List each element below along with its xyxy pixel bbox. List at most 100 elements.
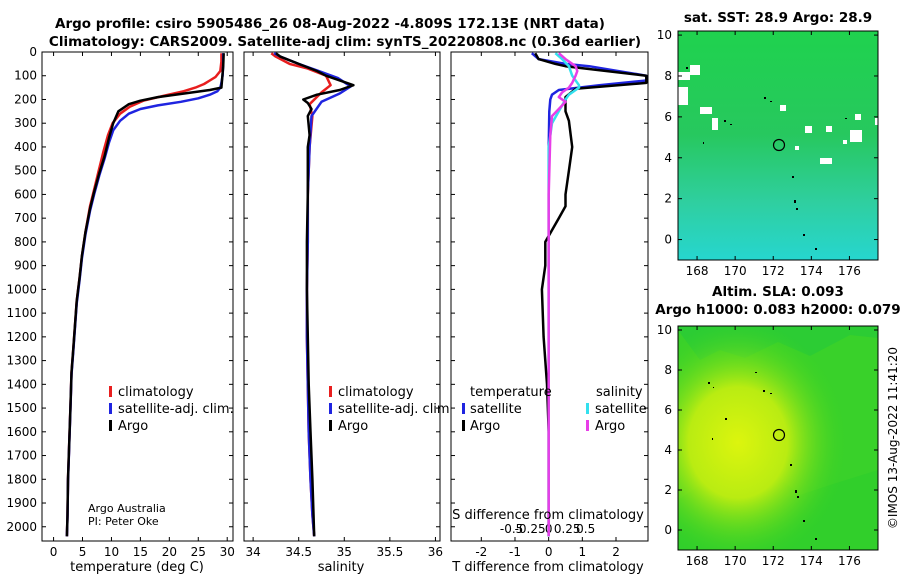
difference-legend-salinity: salinity satellite Argo xyxy=(586,385,647,434)
y-tick-label: 1500 xyxy=(6,401,37,415)
x-tick-label: 35 xyxy=(337,545,352,559)
x-tick-label: 34 xyxy=(245,545,260,559)
map-y-tick-label: 2 xyxy=(664,192,672,206)
legend-label-argo: Argo xyxy=(338,419,368,434)
x-tick-label: -1 xyxy=(509,545,521,559)
legend-label-temp-argo: Argo xyxy=(470,419,500,434)
y-tick-label: 1400 xyxy=(6,377,37,391)
sla-map-panel: Altim. SLA: 0.093 Argo h1000: 0.083 h200… xyxy=(655,284,900,568)
y-tick-label: 700 xyxy=(14,211,37,225)
map-y-tick-label: 8 xyxy=(664,69,672,83)
x-tick-label: 15 xyxy=(133,545,148,559)
y-tick-label: 500 xyxy=(14,164,37,178)
map-x-tick-label: 176 xyxy=(838,554,861,568)
difference-xlabel: T difference from climatology xyxy=(451,560,644,575)
x-tick-label: 30 xyxy=(220,545,235,559)
y-tick-label: 1600 xyxy=(6,425,37,439)
salinity-xlabel: salinity xyxy=(318,560,365,575)
sal-diff-tick-label: 0.5 xyxy=(576,522,595,536)
salinity-panel: 34 34.5 35 35.5 36 salinity climatology sate… xyxy=(243,51,454,575)
legend-swatch-temp-satellite xyxy=(462,403,465,414)
x-tick-label: 36 xyxy=(428,545,443,559)
map-y-tick-label: 6 xyxy=(664,110,672,124)
y-tick-label: 800 xyxy=(14,235,37,249)
x-tick-label: 0 xyxy=(545,545,553,559)
map-y-tick-label: 6 xyxy=(664,403,672,417)
sst-coastlines xyxy=(686,67,847,250)
x-tick-label: 0 xyxy=(50,545,58,559)
sal-diff-tick-label: -0.25 xyxy=(515,522,546,536)
map-x-tick-label: 174 xyxy=(800,264,823,278)
legend-swatch-sal-argo xyxy=(586,420,589,431)
legend-label-sal-argo: Argo xyxy=(595,419,625,434)
legend-swatch-temp-argo xyxy=(462,420,465,431)
map-y-tick-label: 8 xyxy=(664,363,672,377)
difference-panel: -2 -1 0 1 2-0.5-0.25 0 0.250.5 T difference fr… xyxy=(450,51,649,575)
sla-anomaly-high xyxy=(678,326,878,550)
imos-watermark: ©IMOS 13-Aug-2022 11:41:20 xyxy=(886,347,900,529)
temperature-xlabel: temperature (deg C) xyxy=(70,560,204,575)
y-tick-label: 2000 xyxy=(6,520,37,534)
y-tick-label: 0 xyxy=(29,45,37,59)
map-x-tick-label: 174 xyxy=(800,554,823,568)
salinity-difference-axis-label: S difference from climatology xyxy=(452,508,644,523)
legend-swatch-satellite-adj xyxy=(109,403,112,414)
temperature-axes-box xyxy=(41,51,234,542)
x-tick-label: 25 xyxy=(191,545,206,559)
y-tick-label: 400 xyxy=(14,140,37,154)
legend-label-argo: Argo xyxy=(118,419,148,434)
legend-swatch-climatology xyxy=(329,386,332,397)
sal-diff-tick-label: -0.5 xyxy=(500,522,523,536)
difference-legend-temperature: temperature satellite Argo xyxy=(462,385,552,434)
y-tick-label: 1700 xyxy=(6,449,37,463)
sst-field xyxy=(678,31,878,260)
legend-title-salinity: salinity xyxy=(596,385,643,400)
legend-swatch-argo xyxy=(109,420,112,431)
x-tick-label: 2 xyxy=(612,545,620,559)
sal-diff-tick-label: 0.25 xyxy=(554,522,581,536)
map-y-tick-label: 2 xyxy=(664,483,672,497)
legend-label-temp-satellite: satellite xyxy=(470,402,522,417)
sla-argo-location-marker xyxy=(772,428,786,442)
y-tick-label: 100 xyxy=(14,69,37,83)
legend-label-sal-satellite: satellite xyxy=(595,402,647,417)
legend-label-climatology: climatology xyxy=(338,385,414,400)
map-x-tick-label: 176 xyxy=(838,264,861,278)
map-x-tick-label: 168 xyxy=(686,264,709,278)
map-x-tick-label: 172 xyxy=(762,264,785,278)
legend-label-satellite-adj: satellite-adj. clim. xyxy=(118,402,234,417)
x-tick-label: 5 xyxy=(79,545,87,559)
y-tick-label: 200 xyxy=(14,92,37,106)
y-tick-label: 300 xyxy=(14,116,37,130)
legend-swatch-argo xyxy=(329,420,332,431)
legend-swatch-climatology xyxy=(109,386,112,397)
legend-title-temperature: temperature xyxy=(470,385,552,400)
series-line-argo xyxy=(65,53,225,537)
map-y-tick-label: 4 xyxy=(664,151,672,165)
series-line-temperature-argo xyxy=(534,52,648,537)
figure-title-line1: Argo profile: csiro 5905486_26 08-Aug-20… xyxy=(55,16,605,32)
map-y-tick-label: 10 xyxy=(657,28,672,42)
map-x-tick-label: 170 xyxy=(724,554,747,568)
sst-cloud-mask xyxy=(678,65,878,164)
y-tick-label: 1900 xyxy=(6,496,37,510)
sst-argo-location-marker xyxy=(772,138,786,152)
map-x-tick-label: 170 xyxy=(724,264,747,278)
sst-map-box xyxy=(677,30,879,261)
y-tick-label: 1000 xyxy=(6,282,37,296)
sla-coastlines xyxy=(708,372,817,540)
sla-map-box xyxy=(677,325,879,551)
map-y-tick-label: 4 xyxy=(664,443,672,457)
map-y-tick-label: 0 xyxy=(664,233,672,247)
x-tick-label: 34.5 xyxy=(285,545,312,559)
series-line-salinity-argo xyxy=(547,52,579,537)
x-tick-label: -2 xyxy=(475,545,487,559)
temperature-legend: climatology satellite-adj. clim. Argo xyxy=(109,385,234,434)
credit-line2: PI: Peter Oke xyxy=(88,515,159,528)
y-tick-label: 1300 xyxy=(6,354,37,368)
y-tick-label: 1800 xyxy=(6,472,37,486)
legend-label-satellite-adj: satellite-adj. clim. xyxy=(338,402,454,417)
series-line-argo xyxy=(275,52,355,537)
sst-map-panel: sat. SST: 28.9 Argo: 28.9 168 170 172 174 17… xyxy=(657,10,879,278)
